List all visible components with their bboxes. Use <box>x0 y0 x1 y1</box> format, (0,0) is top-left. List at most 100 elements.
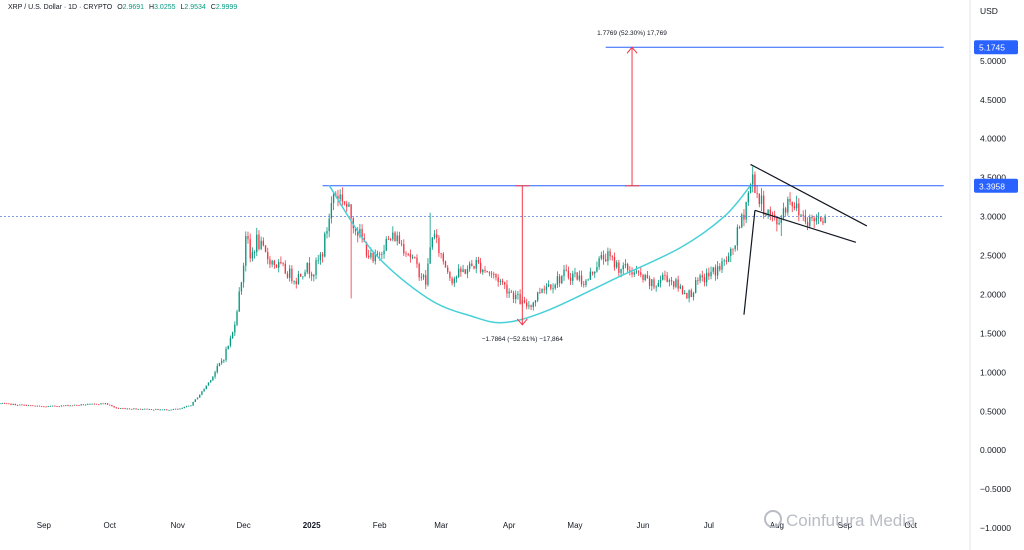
candle <box>644 273 646 282</box>
flag-lower-line[interactable] <box>754 209 857 243</box>
candle <box>289 264 291 282</box>
candle-body <box>328 218 330 232</box>
candle-body <box>354 228 357 232</box>
candle-body <box>54 405 56 407</box>
candle-body <box>793 206 796 209</box>
candle <box>813 215 815 228</box>
candle <box>260 236 262 251</box>
candle <box>45 406 47 408</box>
candle <box>451 276 453 286</box>
candle <box>396 231 398 246</box>
candle <box>73 404 76 406</box>
candle-body <box>194 399 196 402</box>
candle <box>486 270 488 273</box>
open-label: O <box>117 4 123 11</box>
candle-body <box>236 311 238 325</box>
candle <box>36 405 38 407</box>
candle <box>793 202 796 211</box>
candle-body <box>27 405 30 407</box>
candle-body <box>82 404 85 406</box>
candle <box>569 273 572 285</box>
candle <box>256 227 258 257</box>
candle <box>146 408 148 410</box>
candle <box>523 296 526 304</box>
candle-body <box>815 217 818 222</box>
x-tick-label: Nov <box>171 521 185 530</box>
candle <box>19 404 21 406</box>
candle <box>368 249 370 260</box>
flag-pole-line[interactable] <box>743 210 756 315</box>
candle-body <box>122 408 124 410</box>
candle <box>414 256 416 259</box>
candle-body <box>484 269 486 271</box>
candle-body <box>256 234 258 253</box>
candle <box>607 247 609 266</box>
candle-body <box>124 408 126 410</box>
candle-body <box>657 282 660 287</box>
candle <box>111 404 113 407</box>
candle <box>747 191 750 206</box>
price-label: 5.1745 <box>974 40 1018 55</box>
candle-body <box>690 290 692 297</box>
high-value: 3.0255 <box>154 4 176 11</box>
candle-body <box>684 292 686 294</box>
candle-body <box>47 406 49 407</box>
candle-body <box>49 405 52 407</box>
candle <box>236 309 238 327</box>
candle <box>183 406 186 409</box>
candle-body <box>620 269 622 273</box>
candle-body <box>326 231 328 234</box>
candle <box>251 247 254 262</box>
measure-up[interactable] <box>625 46 640 187</box>
candle-body <box>615 262 618 268</box>
candle <box>56 406 58 408</box>
candle-body <box>223 359 225 361</box>
candle <box>337 189 339 207</box>
candle-body <box>523 300 526 303</box>
candle-body <box>12 403 14 405</box>
candle-body <box>668 280 671 282</box>
candle <box>78 404 80 406</box>
candle-body <box>561 276 563 284</box>
candle-body <box>565 269 567 271</box>
flag-upper-line[interactable] <box>750 163 868 227</box>
watermark-text: Coinfutura Media <box>786 511 916 530</box>
candle-body <box>394 232 396 242</box>
candle <box>10 403 12 406</box>
candle <box>1 402 3 404</box>
candle-body <box>299 274 302 277</box>
candle <box>278 258 280 273</box>
candle <box>403 239 405 256</box>
candle <box>299 273 302 278</box>
candle-body <box>440 253 442 254</box>
candle-body <box>791 201 793 207</box>
candle <box>648 275 651 290</box>
candle <box>47 406 49 407</box>
candle-body <box>205 385 207 389</box>
candle <box>543 285 545 294</box>
candle <box>776 216 778 232</box>
candle <box>545 283 548 295</box>
candle <box>547 280 550 288</box>
candle-body <box>332 193 335 204</box>
candle <box>495 273 497 281</box>
candle-body <box>25 404 28 406</box>
candle-body <box>547 284 550 287</box>
cup-curve[interactable] <box>328 184 752 324</box>
candle <box>249 233 251 263</box>
candle-body <box>152 409 155 411</box>
candle-body <box>10 403 12 405</box>
candle <box>536 291 539 303</box>
candle-body <box>409 254 412 258</box>
measure-down[interactable] <box>515 185 530 326</box>
candle <box>350 204 352 299</box>
candle <box>563 265 565 281</box>
candle <box>473 265 475 270</box>
candle-body <box>67 405 69 407</box>
candle <box>440 253 442 259</box>
open-value: 2.9691 <box>122 4 145 11</box>
candle <box>234 321 236 336</box>
candle <box>315 257 317 280</box>
candle <box>91 403 93 405</box>
